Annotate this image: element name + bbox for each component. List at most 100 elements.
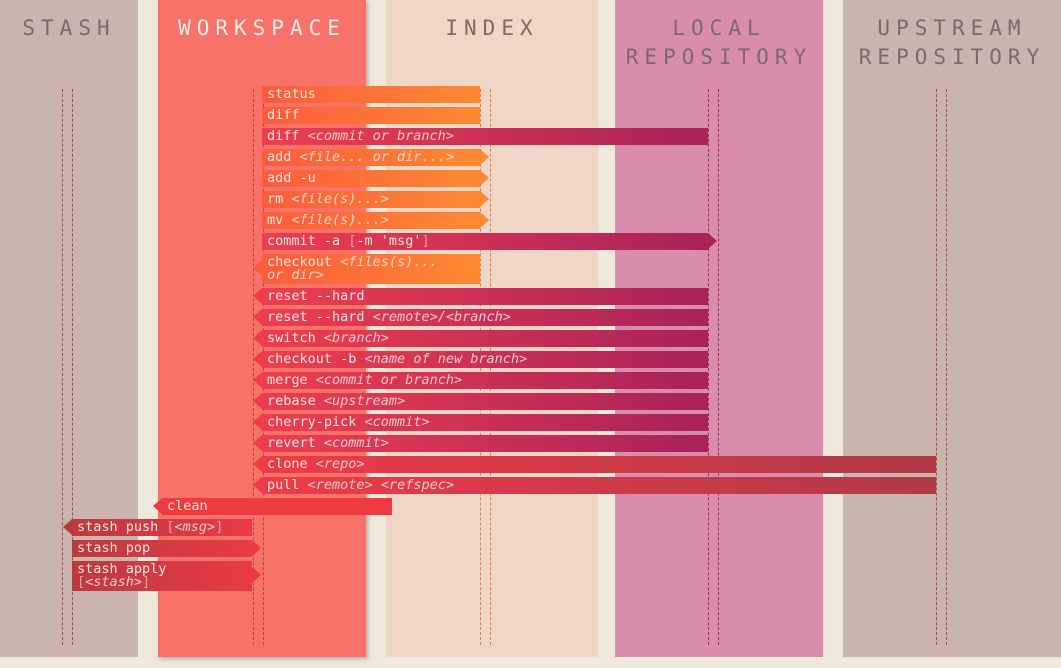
arrow-right-icon bbox=[708, 233, 717, 249]
arrow-left-icon bbox=[153, 498, 162, 514]
cmd-cherry-pick-arg: <commit> bbox=[364, 414, 430, 430]
cmd-status: status bbox=[262, 86, 480, 103]
cmd-pull-arg1: <remote> bbox=[307, 477, 373, 493]
cmd-checkout-b-name: checkout -b bbox=[267, 351, 365, 367]
local-repository-column: LOCAL REPOSITORY bbox=[615, 0, 823, 657]
cmd-stash-apply-arg: <stash> bbox=[85, 574, 143, 590]
cmd-diff-commit: diff <commit or branch> bbox=[262, 128, 708, 145]
cmd-stash-push-name: stash push bbox=[77, 519, 167, 535]
cmd-add-arg: <file... or dir...> bbox=[299, 149, 454, 165]
cmd-rm: rm <file(s)...> bbox=[262, 191, 489, 208]
cmd-revert-name: revert bbox=[267, 435, 324, 451]
arrow-left-icon bbox=[253, 393, 262, 409]
cmd-pull-arg2: <refspec> bbox=[380, 477, 454, 493]
upstream-repository-lane bbox=[936, 89, 947, 645]
cmd-commit-a-opt-close: ] bbox=[421, 233, 430, 249]
cmd-commit-a-name: commit -a bbox=[267, 233, 349, 249]
cmd-checkout-files-name: checkout bbox=[267, 254, 341, 270]
local-repository-lane bbox=[708, 89, 719, 645]
cmd-rm-name: rm bbox=[267, 191, 292, 207]
cmd-stash-push: stash push [<msg>] bbox=[63, 519, 252, 536]
arrow-left-icon bbox=[253, 351, 262, 367]
cmd-pull: pull <remote> <refspec> bbox=[253, 477, 936, 494]
cmd-merge-arg: <commit or branch> bbox=[315, 372, 463, 388]
local-repository-title: LOCAL REPOSITORY bbox=[625, 16, 813, 69]
cmd-checkout-files: checkout <files(s)... or dir> bbox=[253, 254, 480, 284]
workspace-title: WORKSPACE bbox=[178, 16, 346, 40]
cmd-commit-a: commit -a [-m 'msg'] bbox=[262, 233, 717, 250]
arrow-right-icon bbox=[252, 540, 261, 556]
cmd-diff-name: diff bbox=[267, 107, 300, 123]
cmd-reset-hard-remote-name: reset --hard bbox=[267, 309, 373, 325]
cmd-checkout-b-arg: <name of new branch> bbox=[364, 351, 528, 367]
stash-column: STASH bbox=[0, 0, 138, 657]
cmd-stash-apply-opt-open: [ bbox=[77, 574, 86, 590]
arrow-left-icon bbox=[253, 330, 262, 346]
cmd-stash-apply-name: stash apply bbox=[77, 561, 167, 577]
cmd-cherry-pick: cherry-pick <commit> bbox=[253, 414, 708, 431]
cmd-clone-name: clone bbox=[267, 456, 316, 472]
cmd-clone-arg: <repo> bbox=[315, 456, 365, 472]
arrow-left-icon bbox=[253, 477, 262, 493]
arrow-left-icon bbox=[253, 288, 262, 304]
cmd-checkout-files-arg1: <files(s)... bbox=[340, 254, 438, 270]
cmd-revert: revert <commit> bbox=[253, 435, 708, 452]
cmd-add-name: add bbox=[267, 149, 300, 165]
cmd-rebase-name: rebase bbox=[267, 393, 324, 409]
cmd-rebase: rebase <upstream> bbox=[253, 393, 708, 410]
cmd-stash-apply-opt-close: ] bbox=[142, 574, 151, 590]
cmd-merge-name: merge bbox=[267, 372, 316, 388]
cmd-stash-push-arg: <msg> bbox=[174, 519, 216, 535]
cmd-reset-hard: reset --hard bbox=[253, 288, 708, 305]
arrow-left-icon bbox=[253, 456, 262, 472]
cmd-add-u: add -u bbox=[262, 170, 489, 187]
arrow-right-icon bbox=[480, 149, 489, 165]
cmd-rebase-arg: <upstream> bbox=[323, 393, 406, 409]
cmd-commit-a-arg: -m 'msg' bbox=[356, 233, 422, 249]
cmd-mv: mv <file(s)...> bbox=[262, 212, 489, 229]
cmd-switch-arg: <branch> bbox=[323, 330, 389, 346]
arrow-left-icon bbox=[63, 519, 72, 535]
cmd-rm-arg: <file(s)...> bbox=[291, 191, 389, 207]
upstream-repository-title: UPSTREAM REPOSITORY bbox=[858, 16, 1046, 69]
cmd-add-u-name: add -u bbox=[267, 170, 316, 186]
cmd-mv-arg: <file(s)...> bbox=[291, 212, 389, 228]
cmd-switch-name: switch bbox=[267, 330, 324, 346]
cmd-add: add <file... or dir...> bbox=[262, 149, 489, 166]
cmd-reset-hard-remote: reset --hard <remote>/<branch> bbox=[253, 309, 708, 326]
cmd-clean: clean bbox=[153, 498, 392, 515]
cmd-revert-arg: <commit> bbox=[323, 435, 389, 451]
stash-title: STASH bbox=[22, 16, 116, 40]
arrow-left-icon bbox=[253, 260, 262, 276]
cmd-reset-hard-remote-arg: <remote>/<branch> bbox=[372, 309, 511, 325]
cmd-stash-pop-name: stash pop bbox=[77, 540, 151, 556]
arrow-left-icon bbox=[253, 372, 262, 388]
arrow-left-icon bbox=[253, 309, 262, 325]
cmd-diff-commit-arg: <commit or branch> bbox=[307, 128, 454, 144]
cmd-stash-push-opt-close: ] bbox=[215, 519, 224, 535]
cmd-checkout-b: checkout -b <name of new branch> bbox=[253, 351, 708, 368]
cmd-checkout-files-arg2: or dir> bbox=[267, 267, 324, 283]
cmd-stash-apply: stash apply [<stash>] bbox=[72, 561, 261, 591]
cmd-clean-name: clean bbox=[167, 498, 208, 514]
cmd-cherry-pick-name: cherry-pick bbox=[267, 414, 365, 430]
cmd-status-name: status bbox=[267, 86, 316, 102]
cmd-merge: merge <commit or branch> bbox=[253, 372, 708, 389]
arrow-left-icon bbox=[253, 435, 262, 451]
cmd-mv-name: mv bbox=[267, 212, 292, 228]
arrow-right-icon bbox=[252, 567, 261, 583]
arrow-right-icon bbox=[480, 212, 489, 228]
cmd-diff-commit-name: diff bbox=[267, 128, 308, 144]
cmd-clone: clone <repo> bbox=[253, 456, 936, 473]
cmd-stash-push-opt-open: [ bbox=[166, 519, 175, 535]
arrow-right-icon bbox=[480, 170, 489, 186]
stash-lane bbox=[62, 89, 73, 645]
index-title: INDEX bbox=[445, 16, 539, 40]
cmd-stash-pop: stash pop bbox=[72, 540, 261, 557]
cmd-diff: diff bbox=[262, 107, 480, 124]
cmd-reset-hard-name: reset --hard bbox=[267, 288, 365, 304]
upstream-repository-column: UPSTREAM REPOSITORY bbox=[843, 0, 1061, 657]
cmd-commit-a-opt-open: [ bbox=[348, 233, 357, 249]
arrow-right-icon bbox=[480, 191, 489, 207]
cmd-switch: switch <branch> bbox=[253, 330, 708, 347]
